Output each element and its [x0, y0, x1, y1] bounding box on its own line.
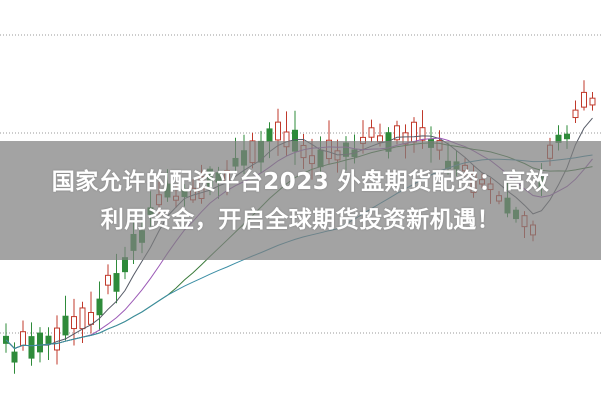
candle-body — [411, 121, 417, 143]
headline-line-2: 利用资金，开启全球期货投资新机遇！ — [100, 206, 501, 233]
candle-body — [581, 91, 587, 108]
candle-body — [62, 315, 69, 336]
candle-body — [20, 331, 26, 346]
candle-body — [105, 274, 111, 286]
headline-banner: 国家允许的配资平台2023 外盘期货配资：高效 利用资金，开启全球期货投资新机遇… — [0, 141, 601, 260]
candle-body — [394, 125, 400, 141]
candle-body — [37, 332, 43, 353]
candle-body — [88, 312, 94, 325]
candle-body — [71, 316, 77, 330]
candle-body — [564, 133, 570, 140]
candle-body — [54, 327, 60, 351]
candle-body — [45, 335, 52, 344]
candle-body — [3, 335, 9, 344]
candle-body — [96, 298, 103, 316]
headline-line-1: 国家允许的配资平台2023 外盘期货配资：高效 — [51, 168, 550, 195]
candle-body — [266, 128, 273, 142]
candle-body — [419, 127, 426, 141]
candle-body — [79, 307, 86, 330]
candle-body — [113, 273, 120, 292]
candle-body — [368, 127, 375, 138]
candle-body — [11, 351, 18, 363]
candle-body — [28, 336, 35, 359]
candle-body — [589, 97, 596, 106]
candle-body — [572, 109, 579, 119]
candle-body — [275, 121, 281, 141]
